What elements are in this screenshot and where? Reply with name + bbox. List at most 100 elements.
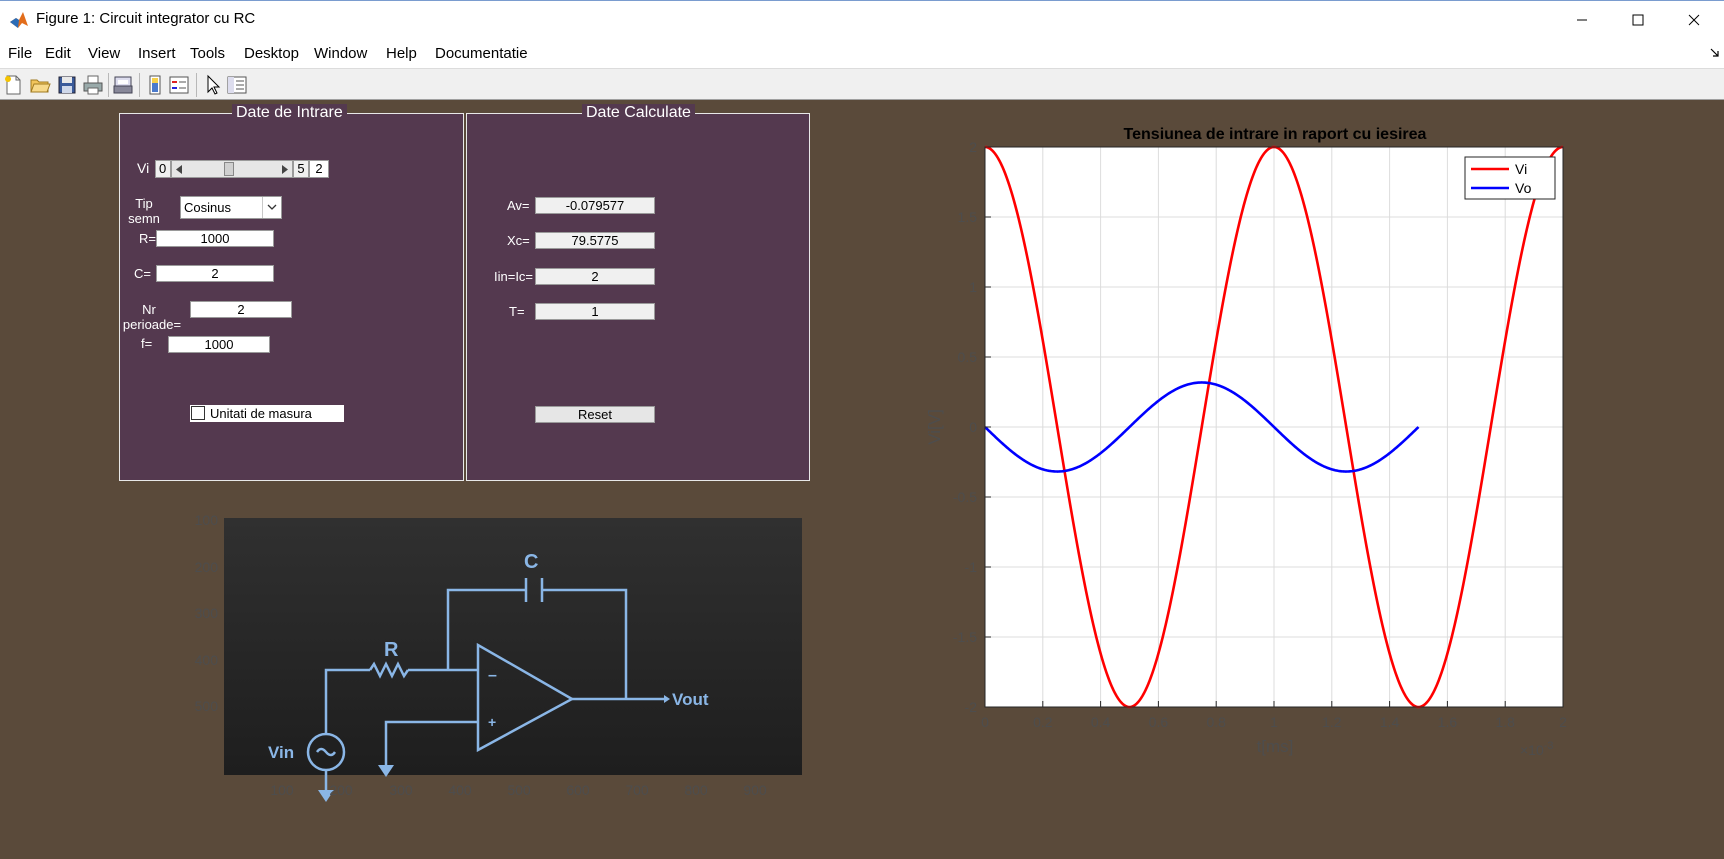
nr-periods-input[interactable]: 2 xyxy=(190,301,292,318)
y-axis-label: Vi[V] xyxy=(925,409,944,445)
print-icon[interactable] xyxy=(82,74,104,96)
vi-label: Vi xyxy=(137,160,150,176)
print-preview-icon[interactable] xyxy=(112,74,134,96)
xc-label: Xc= xyxy=(507,233,530,248)
image-xtick: 800 xyxy=(684,782,708,798)
menu-view[interactable]: View xyxy=(88,45,121,62)
image-xtick: 700 xyxy=(625,782,649,798)
t-label: T= xyxy=(509,304,525,319)
image-xtick: 300 xyxy=(389,782,413,798)
vi-value-field[interactable]: 2 xyxy=(309,160,329,178)
x-exponent-base: ×10 xyxy=(1520,742,1544,758)
pointer-icon[interactable] xyxy=(202,74,224,96)
chart-title: Tensiunea de intrare in raport cu iesire… xyxy=(1124,126,1427,143)
f-label: f= xyxy=(141,336,153,351)
ground-arrow-icon xyxy=(318,790,334,802)
x-tick-label: 0 xyxy=(981,714,989,730)
save-icon[interactable] xyxy=(56,74,78,96)
y-tick-label: 0.5 xyxy=(958,349,978,365)
signal-type-select[interactable]: Cosinus xyxy=(180,196,282,219)
menu-window[interactable]: Window xyxy=(314,45,368,62)
c-input[interactable]: 2 xyxy=(156,265,274,282)
image-xtick: 200 xyxy=(329,782,353,798)
menu-insert[interactable]: Insert xyxy=(138,45,176,62)
toolbar-separator xyxy=(139,73,140,97)
circuit-image-axes: C R Vin Vout – + 100 200 300 400 500 100… xyxy=(195,512,802,802)
av-label: Av= xyxy=(507,198,530,213)
legend-icon[interactable] xyxy=(168,74,190,96)
legend-box[interactable] xyxy=(1464,156,1556,200)
r-input[interactable]: 1000 xyxy=(156,230,274,247)
maximize-button[interactable] xyxy=(1609,1,1667,39)
units-checkbox[interactable]: Unitati de masura xyxy=(190,405,344,422)
open-file-icon[interactable] xyxy=(29,74,51,96)
c-label: C= xyxy=(134,266,151,281)
chart-legend[interactable]: Vi Vo xyxy=(1464,156,1556,200)
circuit-image xyxy=(224,518,802,775)
menu-help[interactable]: Help xyxy=(386,45,417,62)
maximize-icon xyxy=(1632,14,1644,26)
menu-desktop[interactable]: Desktop xyxy=(244,45,300,62)
close-button[interactable] xyxy=(1665,1,1723,39)
schematic-label-plus: + xyxy=(488,714,496,730)
input-panel: Date de Intrare Vi 0 5 2 Tip semn Cosinu… xyxy=(119,104,464,481)
minimize-icon xyxy=(1577,19,1587,21)
slider-left-arrow-icon[interactable] xyxy=(175,165,183,174)
menu-tools[interactable]: Tools xyxy=(190,45,226,62)
voltage-chart: Tensiunea de intrare in raport cu iesire… xyxy=(925,126,1567,758)
f-input[interactable]: 1000 xyxy=(168,336,270,353)
x-tick-label: 0.2 xyxy=(1033,714,1053,730)
x-tick-label: 1 xyxy=(1270,714,1278,730)
series-line-vo xyxy=(984,381,1420,473)
signal-type-value: Cosinus xyxy=(184,200,231,215)
property-inspector-icon[interactable] xyxy=(226,74,248,96)
checkbox-box[interactable] xyxy=(191,406,205,420)
y-tick-label: -2 xyxy=(965,699,978,715)
input-panel-title: Date de Intrare xyxy=(232,104,347,122)
x-exponent-label: ×10-3 xyxy=(1520,740,1554,758)
schematic-label-r: R xyxy=(384,639,399,661)
x-tick-label: 1.8 xyxy=(1495,714,1515,730)
schematic-label-vout: Vout xyxy=(672,690,709,709)
y-tick-label: -1 xyxy=(965,559,978,575)
vi-max-label: 5 xyxy=(293,160,309,178)
select-dropdown-button[interactable] xyxy=(262,197,281,218)
matlab-logo-icon xyxy=(10,12,28,28)
image-ytick: 200 xyxy=(195,559,219,575)
colorbar-icon[interactable] xyxy=(144,74,166,96)
x-tick-label: 1.6 xyxy=(1438,714,1458,730)
reset-button[interactable]: Reset xyxy=(535,406,655,423)
x-tick-label: 0.4 xyxy=(1091,714,1111,730)
image-xtick: 100 xyxy=(270,782,294,798)
x-tick-label: 0.6 xyxy=(1149,714,1169,730)
vi-slider[interactable] xyxy=(171,160,293,178)
x-tick-label: 1.2 xyxy=(1322,714,1342,730)
schematic-label-c: C xyxy=(524,551,538,573)
slider-thumb[interactable] xyxy=(223,162,234,176)
image-xtick: 600 xyxy=(566,782,590,798)
image-ytick: 500 xyxy=(195,698,219,714)
t-value-field: 1 xyxy=(535,303,655,320)
circuit-schematic xyxy=(306,578,656,790)
x-axis-label: t[ms] xyxy=(1257,737,1294,756)
xc-value-field: 79.5775 xyxy=(535,232,655,249)
minimize-button[interactable] xyxy=(1553,1,1611,39)
y-tick-label: 2 xyxy=(969,139,977,155)
calculated-panel-title: Date Calculate xyxy=(582,104,695,122)
image-ytick: 300 xyxy=(195,605,219,621)
dock-arrow-icon[interactable] xyxy=(1710,48,1720,58)
x-tick-label: 0.8 xyxy=(1206,714,1226,730)
av-value-field: -0.079577 xyxy=(535,197,655,214)
y-tick-label: -1.5 xyxy=(953,629,977,645)
y-tick-label: 1 xyxy=(969,279,977,295)
menu-documentatie[interactable]: Documentatie xyxy=(435,45,528,62)
calculated-panel: Date Calculate Av= -0.079577 Xc= 79.5775… xyxy=(466,104,810,481)
menu-edit[interactable]: Edit xyxy=(45,45,71,62)
slider-right-arrow-icon[interactable] xyxy=(281,165,289,174)
tip-label-line1: Tip xyxy=(135,196,153,211)
toolbar-separator xyxy=(108,73,109,97)
new-figure-icon[interactable] xyxy=(2,74,24,96)
image-xtick: 400 xyxy=(448,782,472,798)
chart-ticks: 0 0.2 0.4 0.6 0.8 1 1.2 1.4 1.6 1.8 2 2 1.5 1 0.5 0 -0.5… xyxy=(953,139,1567,730)
menu-file[interactable]: File xyxy=(8,45,33,62)
